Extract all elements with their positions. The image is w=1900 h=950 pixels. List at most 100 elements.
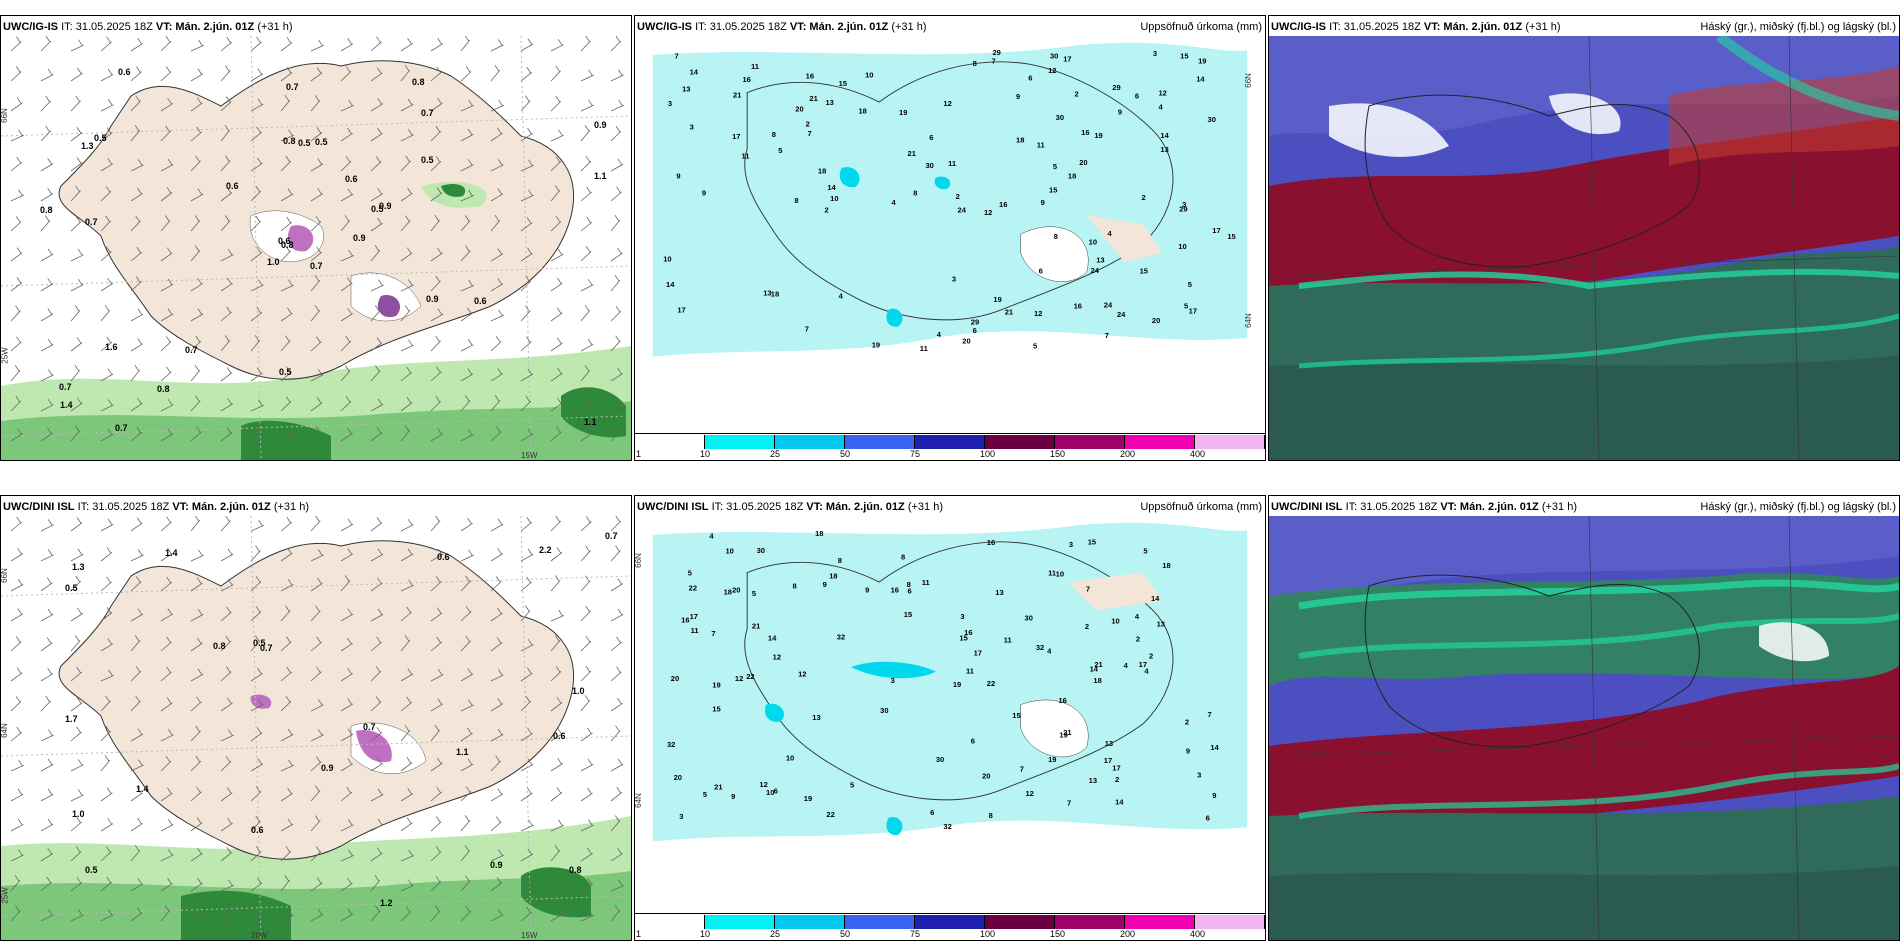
wind-barb [280, 37, 293, 52]
wind-barb [370, 665, 382, 682]
wind-barb [250, 185, 262, 202]
wind-barb [190, 68, 204, 82]
wind-barb [250, 157, 263, 172]
precip-value-label: 32 [1036, 643, 1044, 652]
precip-value-label: 15 [959, 634, 967, 643]
wind-barb [220, 729, 234, 742]
precip-value-label: 0.7 [260, 643, 273, 653]
precip-value-label: 11 [751, 62, 759, 71]
wind-barb [460, 128, 474, 142]
precip-value-label: 11 [1037, 140, 1045, 149]
wind-barb [550, 697, 563, 712]
map-precip-wind: 1.1 0.6 0.5 1.4 0.7 0.9 1.0 0.6 0.8 1.2 0.5 1.7 1.3 0… [1, 516, 631, 940]
map-precip-wind: 0.71.30.80.70.50.70.80.50.70.90.61.10.70… [1, 36, 631, 460]
wind-barb [340, 156, 352, 172]
wind-barb [430, 516, 441, 532]
wind-barb [250, 126, 263, 142]
lat-label: 66N [634, 553, 643, 568]
precip-value-label: 5 [752, 589, 756, 598]
wind-barb [40, 36, 52, 52]
wind-barb [250, 846, 262, 862]
wind-barb [430, 66, 442, 82]
wind-barb [400, 817, 413, 832]
wind-barb [130, 759, 144, 772]
wind-barb [310, 246, 323, 262]
wind-barb [580, 246, 592, 262]
colorbar-swatch [1125, 915, 1195, 929]
precip-value-label: 4 [892, 198, 897, 207]
colorbar-tick-label: 1 [636, 449, 642, 459]
wind-barb [100, 215, 111, 232]
precip-value-label: 19 [712, 681, 720, 690]
wind-barb [520, 127, 533, 142]
precip-value-label: 0.9 [353, 233, 366, 243]
wind-barb [550, 575, 561, 592]
wind-barb [430, 275, 441, 292]
precip-value-label: 22 [826, 810, 834, 819]
precip-value-label: 16 [1081, 128, 1089, 137]
wind-barb [130, 845, 141, 862]
wind-barb [250, 279, 264, 292]
wind-barb [220, 187, 233, 202]
wind-barb [190, 426, 202, 442]
wind-barb [430, 724, 441, 742]
precip-value-label: 0.5 [371, 204, 384, 214]
precip-value-label: 6 [971, 736, 975, 745]
wind-barb [340, 758, 354, 772]
lat-label: 66N [0, 568, 9, 583]
precip-value-label: 18 [1068, 171, 1076, 180]
wind-barb [190, 608, 204, 622]
wind-barb [250, 758, 264, 772]
precip-value-label: 7 [1086, 584, 1090, 593]
wind-barb [70, 548, 84, 562]
wind-barb [400, 305, 411, 322]
precip-value-label: 4 [839, 291, 844, 300]
precip-value-label: 15 [1227, 232, 1235, 241]
precip-value-label: 1.3 [72, 562, 85, 572]
precip-value-label: 20 [671, 674, 679, 683]
wind-barb [40, 68, 54, 82]
wind-barb [220, 277, 233, 292]
wind-barb [220, 579, 234, 592]
wind-barb [310, 577, 323, 592]
colorbar-swatch [1195, 915, 1265, 929]
precip-value-label: 17 [1104, 756, 1112, 765]
wind-barb [610, 815, 621, 832]
wind-barb [160, 336, 172, 352]
wind-barb [610, 905, 621, 922]
wind-barb [610, 847, 623, 862]
wind-barb [280, 909, 294, 922]
wind-barb [490, 336, 502, 352]
wind-barb [430, 395, 442, 412]
colorbar-tick-label: 50 [840, 449, 851, 459]
wind-barb [280, 94, 291, 112]
panel-cloud-dini: UWC/DINI ISL IT: 31.05.2025 18Z VT: Mán.… [1268, 495, 1900, 941]
precip-value-label: 30 [880, 706, 888, 715]
precip-value-label: 20 [962, 337, 970, 346]
lon-label: 15W [521, 931, 538, 940]
wind-barb [280, 666, 293, 682]
precip-value-label: 29 [992, 48, 1000, 57]
wind-barb [550, 129, 564, 142]
wind-barb [520, 305, 531, 322]
lat-label: 64N [1243, 313, 1253, 328]
precip-value-label: 12 [773, 652, 781, 661]
wind-barb [580, 909, 594, 922]
wind-barb [430, 876, 442, 892]
wind-barb [430, 846, 442, 862]
precip-value-label: 0.9 [426, 294, 439, 304]
wind-barb [100, 246, 112, 262]
wind-barb [400, 397, 413, 412]
wind-barb [10, 129, 24, 142]
wind-barb [130, 517, 143, 532]
wind-barb [40, 248, 54, 262]
colorbar-tick-label: 150 [1050, 929, 1066, 939]
wind-barb [340, 66, 352, 82]
precip-value-label: 11 [966, 667, 974, 676]
wind-barb [460, 66, 472, 82]
wind-barb [10, 875, 21, 892]
precip-value-label: 0.7 [310, 261, 323, 271]
precip-value-label: 24 [958, 205, 967, 214]
wind-barb [220, 516, 231, 532]
precip-value-label: 6 [930, 808, 934, 817]
